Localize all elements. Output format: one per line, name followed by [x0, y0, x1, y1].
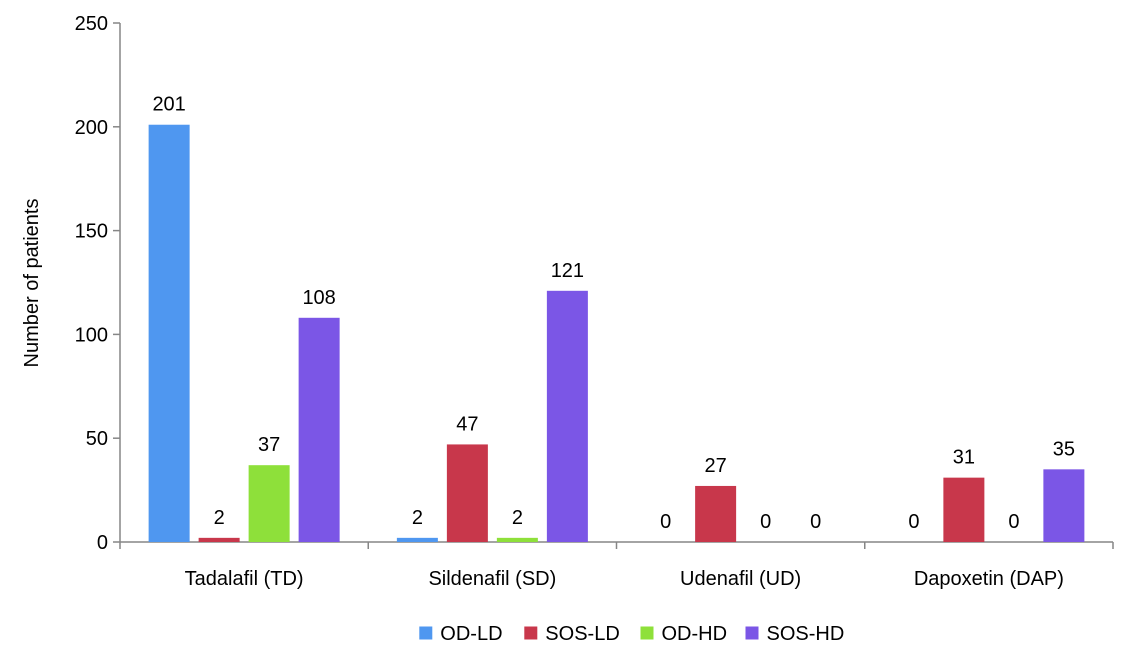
- legend-swatch: [745, 626, 759, 640]
- bar: [396, 537, 438, 542]
- bar: [248, 465, 290, 542]
- data-label: 47: [456, 413, 478, 435]
- data-label: 121: [551, 260, 584, 282]
- legend-item: SOS-HD: [745, 623, 845, 645]
- x-category-label: Sildenafil (SD): [428, 568, 556, 590]
- legend-label: SOS-LD: [545, 623, 619, 645]
- bar: [546, 290, 588, 542]
- x-category-label: Tadalafil (TD): [185, 568, 304, 590]
- bars: 201 2 37 108 2 47 2 121 0 27 0 0 0 31 0 35: [148, 94, 1085, 542]
- legend-swatch: [524, 626, 538, 640]
- bar: [695, 485, 737, 542]
- bar: [496, 537, 538, 542]
- data-label: 0: [908, 511, 919, 533]
- legend-item: OD-HD: [640, 623, 728, 645]
- data-label: 2: [214, 507, 225, 529]
- bar: [148, 124, 190, 542]
- bar: [198, 537, 240, 542]
- data-label: 0: [1008, 511, 1019, 533]
- data-label: 31: [953, 447, 975, 469]
- bar: [943, 477, 985, 542]
- legend-swatch: [640, 626, 654, 640]
- x-category-label: Udenafil (UD): [680, 568, 801, 590]
- data-label: 201: [152, 94, 185, 116]
- legend-item: SOS-LD: [524, 623, 620, 645]
- data-label: 108: [302, 287, 335, 309]
- legend-label: OD-LD: [440, 623, 502, 645]
- legend-item: OD-LD: [419, 623, 503, 645]
- y-tick-label: 100: [75, 324, 108, 346]
- data-label: 2: [512, 507, 523, 529]
- legend-swatch: [419, 626, 433, 640]
- y-tick-label: 150: [75, 221, 108, 243]
- data-label: 0: [660, 511, 671, 533]
- y-axis-title: Number of patients: [21, 199, 43, 368]
- legend-label: OD-HD: [662, 623, 728, 645]
- data-label: 35: [1053, 438, 1075, 460]
- data-label: 27: [705, 455, 727, 477]
- y-tick-label: 0: [97, 532, 108, 554]
- data-label: 2: [412, 507, 423, 529]
- y-tick-label: 50: [86, 428, 108, 450]
- bar: [1043, 469, 1085, 542]
- legend: OD-LD SOS-LD OD-HD SOS-HD: [419, 623, 844, 645]
- legend-label: SOS-HD: [767, 623, 845, 645]
- x-category-label: Dapoxetin (DAP): [914, 568, 1064, 590]
- data-label: 0: [810, 511, 821, 533]
- data-label: 37: [258, 434, 280, 456]
- y-tick-label: 200: [75, 117, 108, 139]
- y-axis: 0 50 100 150 200 250: [75, 13, 121, 554]
- y-tick-label: 250: [75, 13, 108, 35]
- data-label: 0: [760, 511, 771, 533]
- bar: [446, 444, 488, 542]
- x-axis: Tadalafil (TD) Sildenafil (SD) Udenafil (U…: [119, 541, 1114, 590]
- bar: [298, 317, 340, 542]
